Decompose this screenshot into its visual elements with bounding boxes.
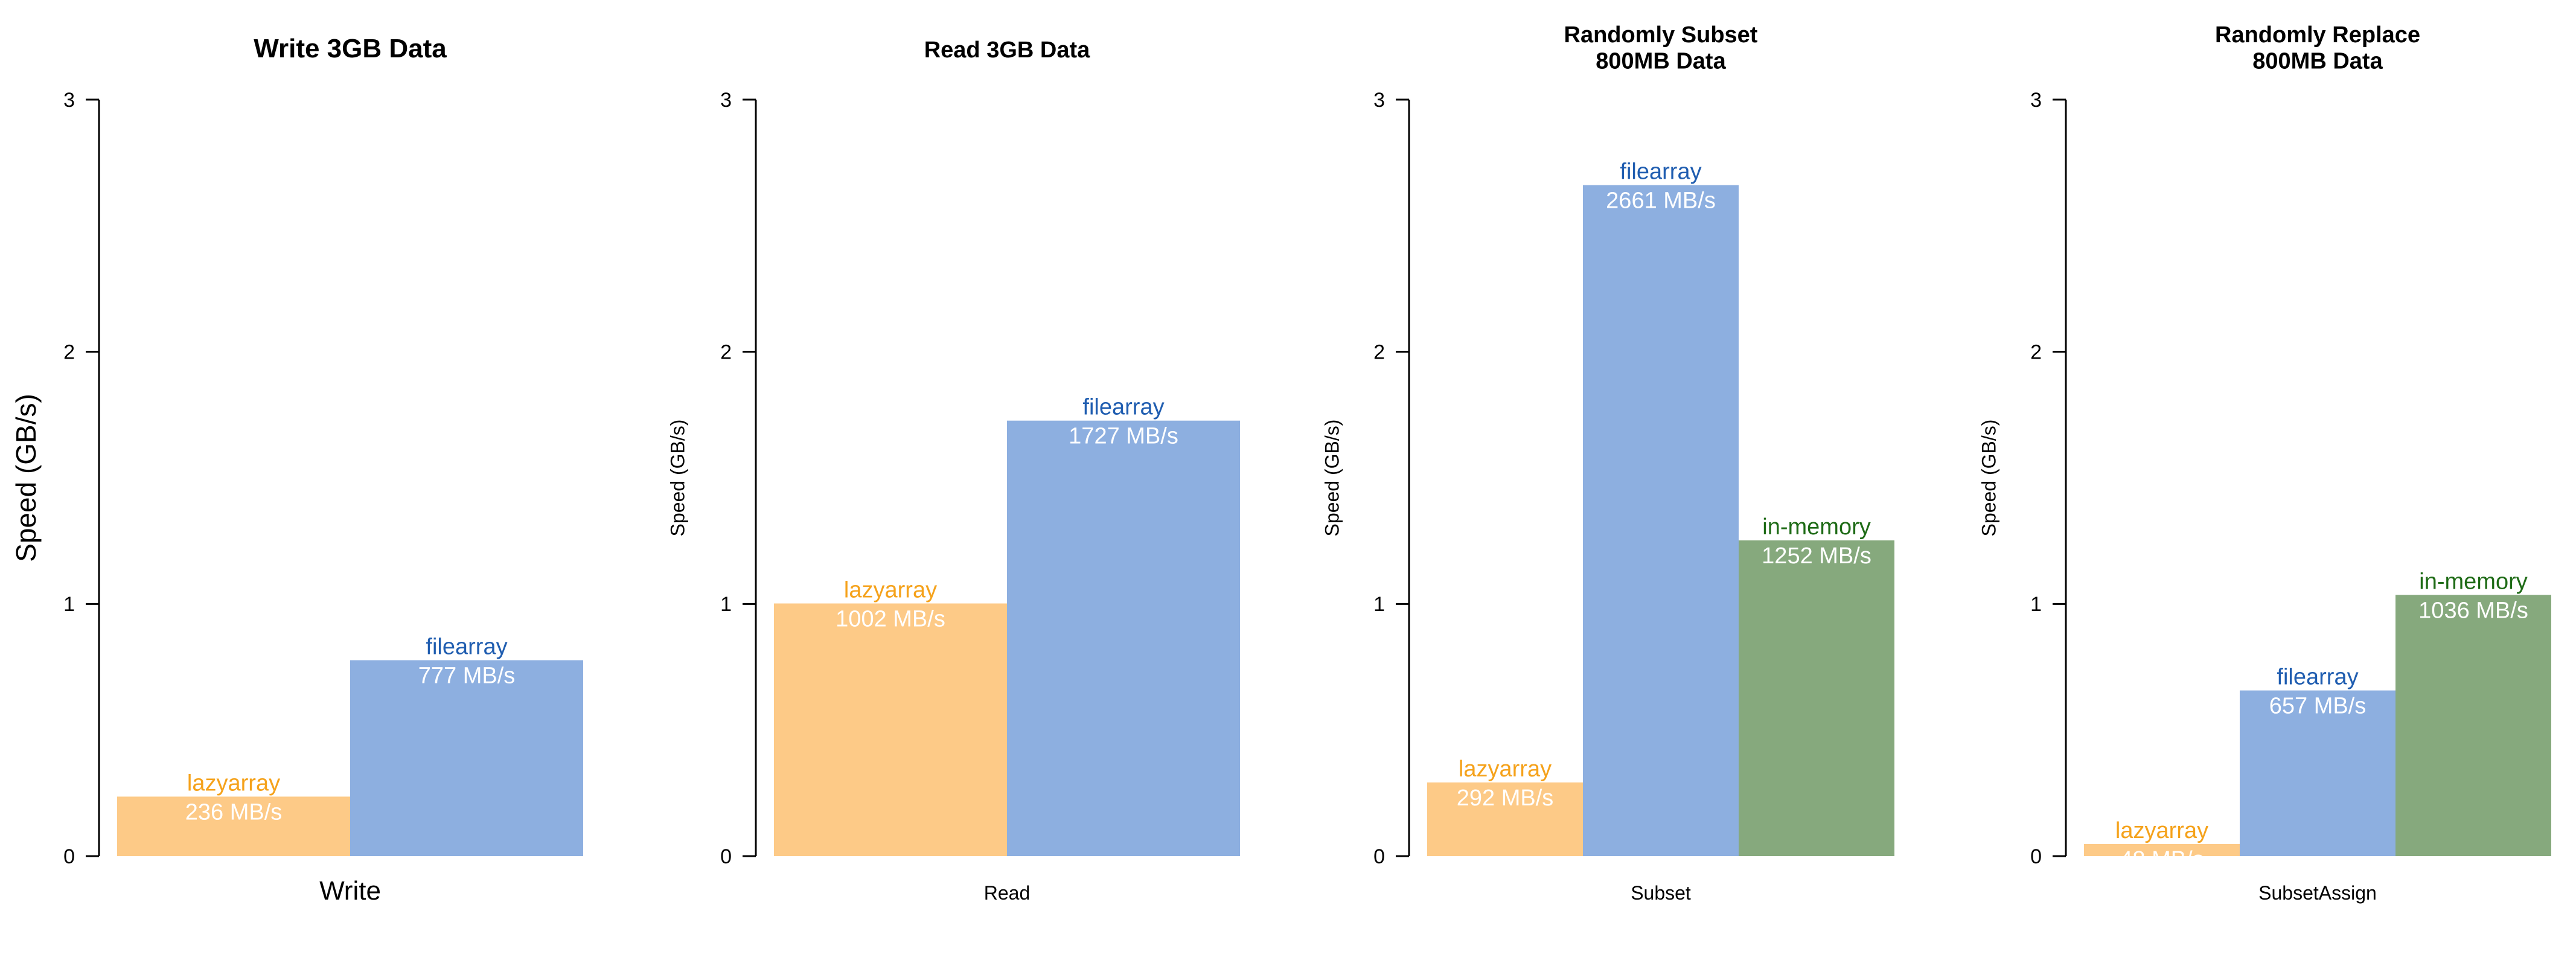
bar-value-label: 1252 MB/s — [1762, 543, 1871, 569]
chart-title-line: Read 3GB Data — [924, 37, 1090, 63]
y-tick-label: 3 — [2030, 89, 2042, 112]
bar-in-memory — [1739, 540, 1894, 856]
chart-title: Read 3GB Data — [924, 37, 1090, 63]
baseline-mask — [1427, 856, 1894, 880]
bar-series-label: lazyarray — [1459, 756, 1552, 782]
y-tick-label: 2 — [2030, 341, 2042, 364]
x-axis-label: Read — [984, 882, 1031, 904]
bar-value-label: 292 MB/s — [1457, 785, 1554, 811]
bar-value-label: 777 MB/s — [418, 663, 516, 688]
y-tick-label: 1 — [2030, 593, 2042, 616]
y-axis-label: Speed (GB/s) — [1322, 420, 1343, 537]
bar-series-label: in-memory — [2419, 569, 2527, 594]
y-tick-label: 2 — [63, 341, 75, 364]
y-tick-label: 1 — [720, 593, 732, 616]
bar-series-label: filearray — [1082, 395, 1164, 420]
bar-filearray — [2240, 690, 2395, 856]
y-tick-label: 0 — [2030, 845, 2042, 868]
y-tick-label: 3 — [720, 89, 732, 112]
bar-lazyarray — [2084, 843, 2240, 856]
chart-panel-1: Write 3GB Data 0 1 2 3 Speed (GB/s) Write lazya… — [10, 34, 583, 906]
y-tick-label: 2 — [720, 341, 732, 364]
bar-lazyarray — [117, 796, 350, 856]
y-tick-label: 1 — [1373, 593, 1385, 616]
x-axis-label: SubsetAssign — [2258, 882, 2377, 904]
chart-title: Randomly Subset 800MB Data — [1564, 22, 1758, 74]
chart-title-line: Randomly Subset — [1564, 22, 1758, 48]
bar-series-label: in-memory — [1762, 514, 1870, 540]
bar-series-label: filearray — [426, 634, 507, 659]
x-axis-label: Write — [319, 876, 381, 906]
chart-title: Randomly Replace 800MB Data — [2215, 22, 2420, 74]
y-tick-label: 0 — [63, 845, 75, 868]
y-tick-label: 3 — [63, 89, 75, 112]
bar-value-label: 2661 MB/s — [1606, 188, 1716, 214]
bar-series-label: lazyarray — [187, 770, 280, 796]
bar-series-label: lazyarray — [2115, 818, 2208, 843]
chart-panel-3: Randomly Subset 800MB Data 0 1 2 3 Speed (GB/s… — [1322, 22, 1894, 904]
y-axis-label: Speed (GB/s) — [667, 420, 689, 537]
y-axis-label: Speed (GB/s) — [1978, 420, 2000, 537]
bar-lazyarray — [774, 603, 1007, 856]
bar-filearray — [1583, 185, 1739, 856]
y-tick-label: 0 — [1373, 845, 1385, 868]
baseline-mask — [117, 856, 583, 880]
chart-panel-2: Read 3GB Data 0 1 2 3 Speed (GB/s) Read lazyarr… — [667, 37, 1240, 904]
baseline-mask — [774, 856, 1240, 880]
y-tick-label: 3 — [1373, 89, 1385, 112]
bar-value-label: 1727 MB/s — [1069, 424, 1178, 449]
bar-value-label: 1002 MB/s — [836, 606, 945, 632]
chart-title-line: 800MB Data — [1596, 49, 1726, 74]
x-axis-label: Subset — [1631, 882, 1691, 904]
bar-in-memory — [2395, 595, 2551, 856]
chart-title-line: Write 3GB Data — [254, 34, 447, 63]
bar-filearray — [1007, 420, 1240, 856]
bar-value-label: 236 MB/s — [185, 799, 283, 825]
chart-title-line: Randomly Replace — [2215, 22, 2420, 48]
bar-series-label: lazyarray — [844, 577, 937, 603]
y-tick-label: 0 — [720, 845, 732, 868]
bar-lazyarray — [1427, 782, 1583, 856]
bar-series-label: filearray — [1620, 159, 1701, 185]
baseline-mask — [2084, 856, 2551, 880]
y-tick-label: 1 — [63, 593, 75, 616]
y-tick-label: 2 — [1373, 341, 1385, 364]
bar-value-label: 1036 MB/s — [2418, 598, 2528, 623]
bar-filearray — [350, 660, 583, 856]
y-axis-label: Speed (GB/s) — [10, 394, 42, 562]
chart-panel-4: Randomly Replace 800MB Data 0 1 2 3 Speed (GB/… — [1978, 22, 2551, 904]
chart-title-line: 800MB Data — [2252, 49, 2383, 74]
chart-title: Write 3GB Data — [254, 34, 447, 63]
bar-value-label: 657 MB/s — [2269, 694, 2367, 719]
bar-series-label: filearray — [2277, 665, 2358, 690]
